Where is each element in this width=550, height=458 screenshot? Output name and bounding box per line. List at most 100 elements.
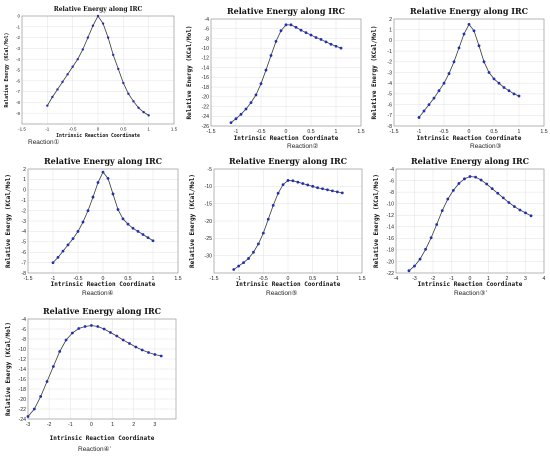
x-tick-label: -1.5 [24, 276, 33, 282]
y-tick-label: -4 [21, 317, 26, 323]
data-point [96, 325, 100, 328]
x-tick-label: -0.5 [69, 127, 77, 132]
x-tick-label: 3 [524, 276, 527, 282]
chart-title: Relative Energy along IRC [229, 156, 347, 166]
data-point [296, 180, 300, 184]
data-point [467, 22, 471, 26]
data-point [301, 182, 305, 185]
data-point [482, 60, 486, 64]
y-tick-label: -6 [21, 250, 26, 256]
data-point [286, 179, 290, 182]
chart-panel-reaction-4-prime: Relative Energy along IRC -3 -2 -1 0 1 2 3 -24 -2… [2, 302, 182, 456]
data-point [311, 184, 315, 188]
y-tick-label: -7 [16, 89, 20, 94]
data-point [517, 94, 521, 98]
data-point [56, 256, 60, 259]
data-point [106, 176, 110, 180]
data-point [51, 365, 55, 368]
data-point [468, 175, 472, 178]
x-tick-label: 0 [285, 129, 288, 135]
y-tick-label: -16 [387, 236, 395, 242]
x-axis-label: Intrinsic Reaction Coordinate [234, 135, 339, 142]
data-point [71, 65, 74, 68]
y-tick-label: -8 [16, 100, 20, 105]
data-point [529, 214, 533, 218]
y-tick-label: -8 [21, 337, 26, 343]
y-axis-label: Relative Energy (KCal/Mol) [5, 174, 12, 268]
data-point [134, 345, 138, 349]
plot-frame [210, 18, 362, 127]
data-point [487, 71, 491, 74]
data-point [424, 247, 427, 251]
x-tick-label: 4 [543, 276, 546, 282]
data-point [51, 95, 54, 99]
data-point [309, 33, 313, 37]
y-tick-label: -2 [21, 208, 26, 214]
x-tick-label: 0 [97, 127, 100, 132]
data-point [492, 77, 496, 81]
x-tick-label: 0.5 [124, 276, 131, 282]
y-tick-label: -10 [205, 184, 213, 190]
data-point [112, 53, 115, 57]
data-point [101, 22, 105, 25]
x-tick-label: 0.5 [490, 129, 497, 135]
x-tick-label: 1.5 [358, 276, 365, 282]
data-point [109, 331, 112, 334]
x-tick-label: 1 [152, 276, 155, 282]
chart-panel-reaction-5: Relative Energy along IRC -1.5 -1 -0.5 0 0.5 1… [186, 152, 366, 300]
chart-svg-reaction-3: Relative Energy along IRC -1.5 -1 -0.5 0 0.5 1… [371, 6, 548, 142]
data-point [319, 38, 323, 41]
data-point [131, 226, 135, 230]
y-tick-label: 0 [23, 188, 26, 194]
data-point [257, 242, 260, 246]
data-point [437, 89, 441, 93]
y-tick-label: -24 [19, 417, 27, 423]
y-tick-label: -14 [202, 65, 210, 71]
y-tick-label: -5 [21, 240, 26, 246]
data-point [244, 107, 248, 111]
data-point [501, 196, 505, 200]
x-tick-label: 0 [102, 276, 105, 282]
y-tick-label: -10 [19, 347, 27, 353]
data-point [91, 195, 95, 199]
data-point [329, 42, 333, 46]
x-tick-label: 1 [336, 276, 339, 282]
y-tick-label: -5 [16, 68, 20, 73]
chart-panel-reaction-2: Relative Energy along IRC -1.5 -1 -0.5 0 0.5 1… [183, 2, 365, 150]
data-point [276, 191, 280, 195]
data-point [279, 29, 283, 33]
data-point [497, 81, 501, 85]
y-tick-label: -6 [16, 78, 20, 83]
chart-caption-reaction-4: Reaction④ [82, 290, 114, 297]
data-point [507, 201, 511, 204]
data-point [146, 236, 150, 240]
x-axis-label: Intrinsic Reaction Coordinate [236, 281, 341, 288]
y-tick-label: -4 [389, 167, 394, 173]
data-point [306, 183, 310, 187]
x-tick-label: 1 [335, 129, 338, 135]
data-point [91, 24, 95, 27]
y-axis-label: Relative Energy (KCal/Mol) [5, 322, 12, 416]
data-point [86, 209, 90, 212]
x-tick-label: 3 [153, 422, 156, 428]
data-point [76, 230, 80, 233]
data-point [64, 338, 68, 342]
data-point [232, 268, 236, 271]
y-tick-label: -20 [205, 219, 213, 225]
data-point [490, 187, 494, 191]
y-tick-label: -1 [16, 24, 20, 29]
x-tick-label: 1 [111, 422, 114, 428]
data-point [141, 233, 145, 236]
data-point [151, 239, 155, 243]
data-point [502, 86, 506, 89]
data-point [485, 182, 489, 186]
data-point [457, 182, 461, 185]
chart-panel-reaction-4: Relative Energy along IRC -1.5 -1 -0.5 0 0.5 1… [2, 152, 182, 300]
y-tick-label: -16 [19, 377, 27, 383]
x-tick-label: -1.5 [18, 127, 26, 132]
data-point [435, 223, 439, 226]
chart-svg-reaction-3-prime: Relative Energy along IRC-4 -3 -2 -1 0 1 2 3 4-2… [373, 156, 546, 288]
y-tick-label: 0 [17, 14, 20, 19]
data-point [427, 103, 431, 106]
data-point [274, 39, 278, 43]
